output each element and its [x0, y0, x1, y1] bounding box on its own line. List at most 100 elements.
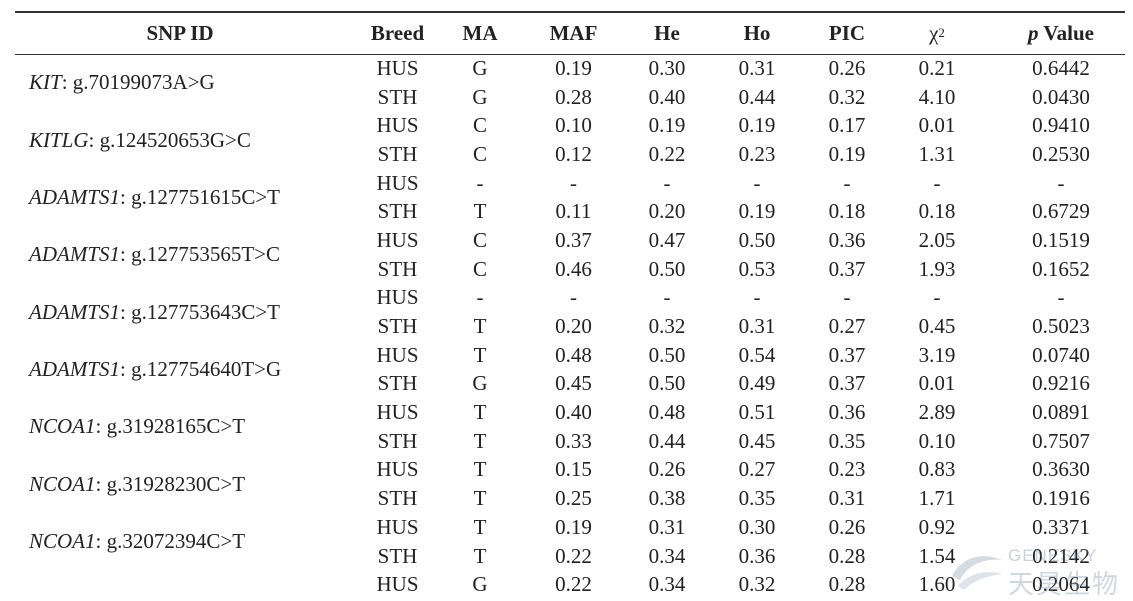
cell-pic: 0.27 — [828, 314, 866, 339]
header-maf: MAF — [510, 11, 637, 55]
cell-ho: 0.44 — [738, 84, 776, 109]
variant-name: : g.127753565T>C — [120, 242, 281, 267]
gene-name: ADAMTS1 — [29, 357, 120, 382]
cell-chi2: 0.01 — [918, 371, 956, 396]
header-snp-id: SNP ID — [15, 11, 345, 55]
cell-ho: 0.36 — [738, 543, 776, 568]
snp-id-cell-empty — [15, 570, 345, 599]
snp-id-cell: ADAMTS1: g.127753565T>C — [15, 226, 345, 283]
cell-he: 0.34 — [648, 572, 686, 597]
cell-pic: 0.31 — [828, 486, 866, 511]
cell-breed: HUS — [376, 227, 419, 252]
cell-chi2: 1.93 — [918, 256, 956, 281]
cell-he: 0.32 — [648, 314, 686, 339]
cell-p: 0.2064 — [1032, 572, 1090, 597]
cell-ma: - — [476, 170, 484, 195]
cell-breed: HUS — [376, 113, 419, 138]
snp-id-cell: ADAMTS1: g.127753643C>T — [15, 284, 345, 341]
variant-name: : g.31928230C>T — [95, 471, 246, 496]
cell-breed: STH — [377, 141, 418, 166]
snp-id-cell: NCOA1: g.31928230C>T — [15, 456, 345, 513]
cell-chi2: 0.21 — [918, 56, 956, 81]
cell-ho: 0.53 — [738, 256, 776, 281]
cell-p: 0.3630 — [1032, 457, 1090, 482]
cell-he: 0.48 — [648, 400, 686, 425]
cell-ma: C — [472, 113, 487, 138]
gene-name: ADAMTS1 — [29, 184, 120, 209]
cell-ho: 0.49 — [738, 371, 776, 396]
table-row: NCOA1: g.31928230C>T HUS T 0.15 0.26 0.27 0.23… — [15, 456, 1125, 494]
cell-breed: HUS — [376, 400, 419, 425]
watermark-text-en: GENESKY — [1008, 546, 1098, 565]
gene-name: NCOA1 — [29, 414, 96, 439]
cell-pic: 0.26 — [828, 514, 866, 539]
gene-name: ADAMTS1 — [29, 242, 120, 267]
snp-id-cell: NCOA1: g.32072394C>T — [15, 513, 345, 570]
cell-ma: T — [473, 342, 487, 367]
cell-chi2: 2.89 — [918, 400, 956, 425]
cell-ho: 0.45 — [738, 428, 776, 453]
cell-pic: 0.26 — [828, 56, 866, 81]
header-ho: Ho — [697, 11, 817, 55]
cell-breed: HUS — [376, 342, 419, 367]
cell-he: 0.38 — [648, 486, 686, 511]
gene-name: KIT — [29, 70, 62, 95]
cell-breed: STH — [377, 256, 418, 281]
cell-ma: T — [473, 314, 487, 339]
cell-ma: G — [472, 572, 488, 597]
cell-p: - — [1057, 170, 1065, 195]
cell-breed: STH — [377, 371, 418, 396]
cell-pic: 0.18 — [828, 199, 866, 224]
cell-chi2: 1.31 — [918, 141, 956, 166]
table-row: STH T 0.22 0.34 0.36 0.28 1.54 0.2142 — [15, 542, 1125, 571]
table-row: STH C 0.46 0.50 0.53 0.37 1.93 0.1652 — [15, 255, 1125, 284]
cell-breed: HUS — [376, 170, 419, 195]
cell-he: 0.31 — [648, 514, 686, 539]
cell-p: 0.9216 — [1032, 371, 1090, 396]
variant-name: : g.70199073A>G — [61, 70, 215, 95]
cell-breed: STH — [377, 199, 418, 224]
header-row: SNP ID Breed MA MAF He Ho PIC χ2 p Value — [15, 11, 1125, 55]
cell-pic: 0.32 — [828, 84, 866, 109]
cell-p: 0.0891 — [1032, 400, 1090, 425]
table-row: STH G 0.45 0.50 0.49 0.37 0.01 0.9216 — [15, 370, 1125, 399]
cell-ma: G — [472, 56, 488, 81]
cell-maf: 0.10 — [555, 113, 592, 138]
cell-ma: G — [472, 371, 488, 396]
cell-p: 0.9410 — [1032, 113, 1090, 138]
table-row: HUS G 0.22 0.34 0.32 0.28 1.60 0.2064 — [15, 570, 1125, 599]
cell-ho: 0.35 — [738, 486, 776, 511]
cell-ho: - — [753, 170, 761, 195]
cell-he: 0.44 — [648, 428, 686, 453]
cell-maf: - — [570, 285, 577, 310]
cell-he: 0.20 — [648, 199, 686, 224]
cell-breed: STH — [377, 543, 418, 568]
cell-ma: G — [472, 84, 488, 109]
value-word: Value — [1043, 20, 1094, 45]
snp-id-cell: NCOA1: g.31928165C>T — [15, 398, 345, 455]
table-row: KIT: g.70199073A>G HUS G 0.19 0.30 0.31 0.26 0.… — [15, 54, 1125, 93]
cell-p: 0.0740 — [1032, 342, 1090, 367]
cell-he: 0.40 — [648, 84, 686, 109]
cell-p: - — [1057, 285, 1065, 310]
cell-ma: T — [473, 514, 487, 539]
cell-pic: 0.36 — [828, 227, 866, 252]
cell-ho: 0.51 — [738, 400, 776, 425]
cell-ho: 0.31 — [738, 56, 776, 81]
gene-name: KITLG — [29, 127, 89, 152]
cell-he: 0.47 — [648, 227, 686, 252]
variant-name: : g.124520653G>C — [88, 127, 251, 152]
cell-p: 0.6442 — [1032, 56, 1090, 81]
cell-breed: HUS — [376, 56, 419, 81]
cell-ma: T — [473, 400, 487, 425]
cell-ho: 0.23 — [738, 141, 776, 166]
cell-pic: 0.35 — [828, 428, 866, 453]
chi-superscript: 2 — [938, 24, 945, 40]
cell-p: 0.7507 — [1032, 428, 1090, 453]
snp-table: SNP ID Breed MA MAF He Ho PIC χ2 p Value… — [15, 11, 1125, 599]
table-body: KIT: g.70199073A>G HUS G 0.19 0.30 0.31 0.26 0.… — [15, 54, 1125, 599]
cell-pic: 0.37 — [828, 371, 866, 396]
cell-pic: 0.28 — [828, 572, 866, 597]
cell-breed: HUS — [376, 572, 419, 597]
cell-chi2: - — [933, 285, 941, 310]
